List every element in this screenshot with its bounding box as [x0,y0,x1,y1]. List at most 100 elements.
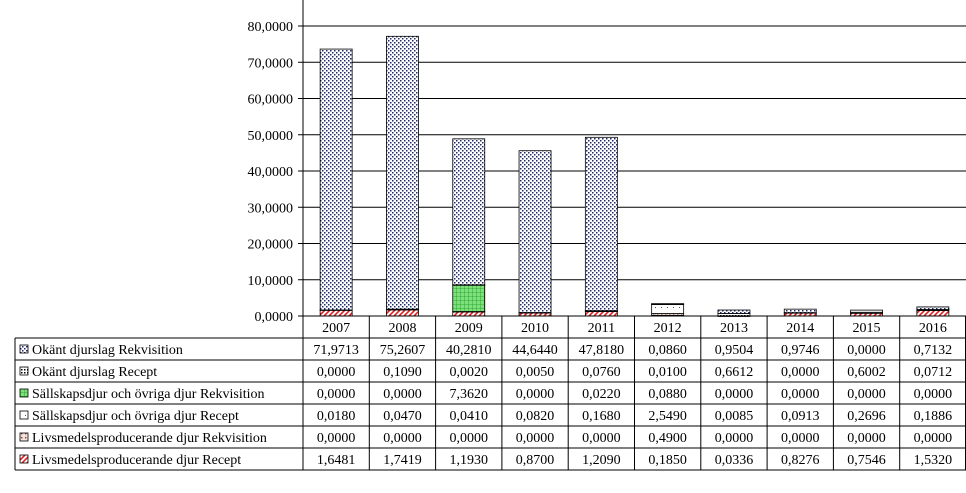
data-cell: 0,1886 [914,409,953,424]
data-cell: 0,0336 [715,453,754,468]
data-cell: 1,1930 [450,453,489,468]
x-tick-label: 2015 [853,321,881,336]
y-tick-label: 70,0000 [248,56,294,71]
legend-label: Okänt djurslag Recept [32,365,157,380]
data-cell: 0,0000 [582,431,621,446]
bar-segment [518,150,552,313]
data-cell: 0,0000 [715,387,754,402]
legend-key [19,432,29,442]
data-cell: 0,0000 [847,431,886,446]
x-tick-label: 2008 [388,321,416,336]
data-cell: 0,0470 [383,409,422,424]
data-cell: 0,0000 [516,387,555,402]
legend-label: Livsmedelsproducerande djur Recept [32,453,241,468]
bar-segment [319,309,353,317]
data-cell: 0,0712 [914,365,953,380]
data-cell: 0,0820 [516,409,555,424]
data-cell: 0,2696 [847,409,886,424]
data-cell: 0,0020 [450,365,489,380]
x-tick-label: 2016 [919,321,947,336]
bar-segment [783,308,817,314]
y-tick-label: 50,0000 [248,129,294,144]
legend-label: Sällskapsdjur och övriga djur Recept [32,409,239,424]
data-cell: 0,6612 [715,365,754,380]
bar-segment [651,303,685,305]
data-cell: 1,6481 [317,453,356,468]
data-cell: 0,9504 [715,343,754,358]
x-tick-label: 2013 [720,321,748,336]
data-cell: 2,5490 [648,409,687,424]
data-cell: 0,6002 [847,365,886,380]
legend-label: Okänt djurslag Rekvisition [32,343,183,358]
data-cell: 0,0860 [648,343,687,358]
bar-segment [850,309,883,313]
data-cell: 0,0000 [914,431,953,446]
data-cell: 0,0220 [582,387,621,402]
data-cell: 0,7132 [914,343,953,358]
data-cell: 40,2810 [446,343,492,358]
data-cell: 0,0410 [450,409,489,424]
legend-key [19,454,29,464]
data-cell: 0,0000 [781,431,820,446]
x-tick-label: 2010 [521,321,549,336]
y-tick-label: 40,0000 [248,165,294,180]
legend-key [19,366,29,376]
data-cell: 0,0000 [715,431,754,446]
data-cell: 0,4900 [648,431,687,446]
data-cell: 0,0880 [648,387,687,402]
bar-segment [452,284,486,312]
x-tick-label: 2014 [786,321,814,336]
y-tick-label: 30,0000 [248,201,294,216]
data-cell: 0,0000 [317,387,356,402]
bar-segment [386,35,419,310]
y-tick-label: 80,0000 [248,20,294,35]
y-tick-label: 60,0000 [248,93,294,108]
data-cell: 0,0085 [715,409,754,424]
data-cell: 0,0050 [516,365,555,380]
bar-segment [319,48,353,311]
x-tick-label: 2009 [455,321,483,336]
data-cell: 0,0100 [648,365,687,380]
data-cell: 47,8180 [579,343,625,358]
data-cell: 0,0000 [317,431,356,446]
data-cell: 0,0760 [582,365,621,380]
y-tick-label: 20,0000 [248,238,294,253]
data-cell: 0,0000 [516,431,555,446]
legend-key [19,410,29,420]
data-cell: 0,0913 [781,409,820,424]
x-tick-label: 2011 [588,321,615,336]
legend-key [19,388,29,398]
bar-segment [386,309,419,317]
data-cell: 1,2090 [582,453,621,468]
data-cell: 0,0000 [383,387,422,402]
data-cell: 0,0000 [383,431,422,446]
data-cell: 0,1680 [582,409,621,424]
bar-segment [916,306,950,310]
data-cell: 44,6440 [512,343,558,358]
data-cell: 1,5320 [914,453,953,468]
y-tick-label: 10,0000 [248,274,294,289]
bar-segment [916,310,950,317]
x-tick-label: 2012 [654,321,682,336]
data-cell: 0,0000 [317,365,356,380]
data-cell: 0,8700 [516,453,555,468]
legend-key [19,344,29,354]
bar-segment [717,309,751,314]
data-cell: 1,7419 [383,453,422,468]
data-cell: 0,0000 [781,387,820,402]
data-cell: 0,1090 [383,365,422,380]
bar-segment [584,311,618,317]
data-cell: 75,2607 [380,343,426,358]
data-cell: 0,0000 [781,365,820,380]
data-cell: 0,0000 [847,387,886,402]
data-cell: 0,0000 [450,431,489,446]
data-cell: 0,8276 [781,453,820,468]
legend-label: Sällskapsdjur och övriga djur Rekvisitio… [32,387,265,402]
y-tick-label: 0,0000 [255,310,294,325]
x-tick-label: 2007 [322,321,350,336]
data-cell: 0,7546 [847,453,886,468]
data-cell: 0,1850 [648,453,687,468]
data-cell: 0,0000 [914,387,953,402]
data-cell: 7,3620 [450,387,489,402]
